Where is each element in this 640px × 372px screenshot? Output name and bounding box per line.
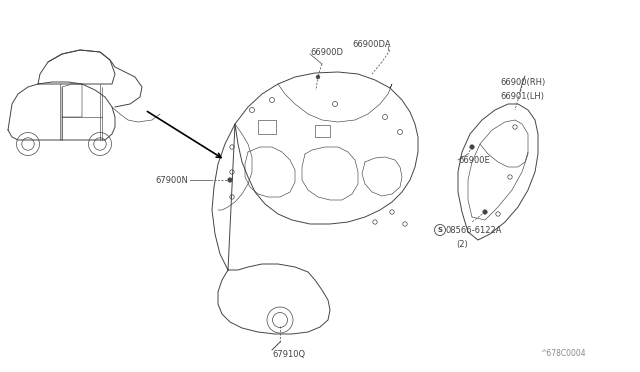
Text: 67900N: 67900N	[155, 176, 188, 185]
Bar	[315, 125, 330, 137]
Text: 67910Q: 67910Q	[272, 350, 305, 359]
Text: 08566-6122A: 08566-6122A	[446, 225, 502, 234]
Circle shape	[228, 178, 232, 182]
Bar	[258, 120, 276, 134]
Circle shape	[470, 145, 474, 149]
Text: 66900DA: 66900DA	[352, 39, 390, 48]
Text: (2): (2)	[456, 240, 468, 248]
Text: 66901(LH): 66901(LH)	[500, 92, 544, 100]
Text: S: S	[438, 227, 442, 233]
Text: 66900(RH): 66900(RH)	[500, 77, 545, 87]
Circle shape	[483, 210, 487, 214]
Circle shape	[316, 75, 320, 79]
Text: 66900E: 66900E	[458, 155, 490, 164]
Text: ^678C0004: ^678C0004	[540, 350, 586, 359]
Text: 66900D: 66900D	[310, 48, 343, 57]
